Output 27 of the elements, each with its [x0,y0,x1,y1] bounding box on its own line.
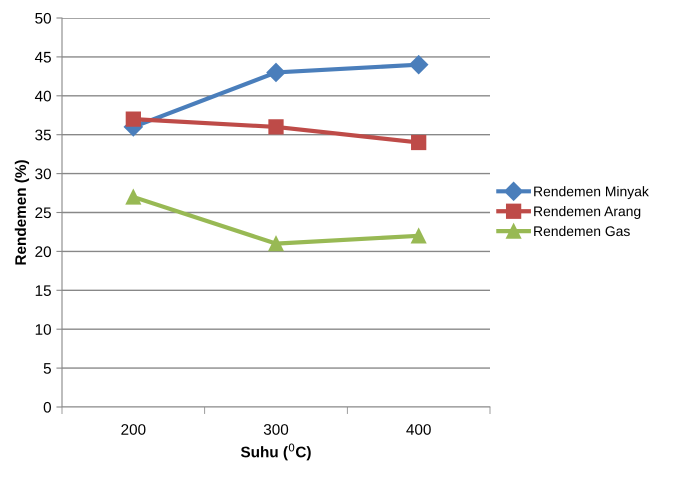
y-tick-label: 20 [35,246,51,258]
x-axis-title: Suhu ($^{0}$C) [240,443,311,460]
point [266,62,286,82]
y-tick-label: 50 [35,12,51,24]
y-tick-label: 35 [35,130,51,140]
point [411,134,426,150]
y-tick-label: 0 [44,402,51,413]
x-tick-label: 300 [264,424,288,435]
y-tick-label: 15 [36,285,51,296]
legend-label: Rendemen Gas [534,226,630,236]
x-tick-label: 200 [121,424,146,435]
x-tick-label: 400 [406,424,431,435]
y-tick-label: 45 [34,52,51,63]
point [411,228,426,244]
point [268,236,284,252]
legend-label: Rendemen Minyak [534,186,649,200]
y-tick-label: 10 [36,324,51,335]
point [409,55,428,74]
legend-label: Rendemen Arang [534,206,640,219]
y-tick-label: 30 [35,168,51,180]
point [126,112,141,127]
point [268,119,284,135]
y-axis-title: Rendemen (%) [14,160,30,265]
y-tick-label: 25 [35,207,51,218]
point [126,189,141,205]
y-tick-label: 5 [44,363,51,374]
y-tick-label: 40 [34,90,51,102]
